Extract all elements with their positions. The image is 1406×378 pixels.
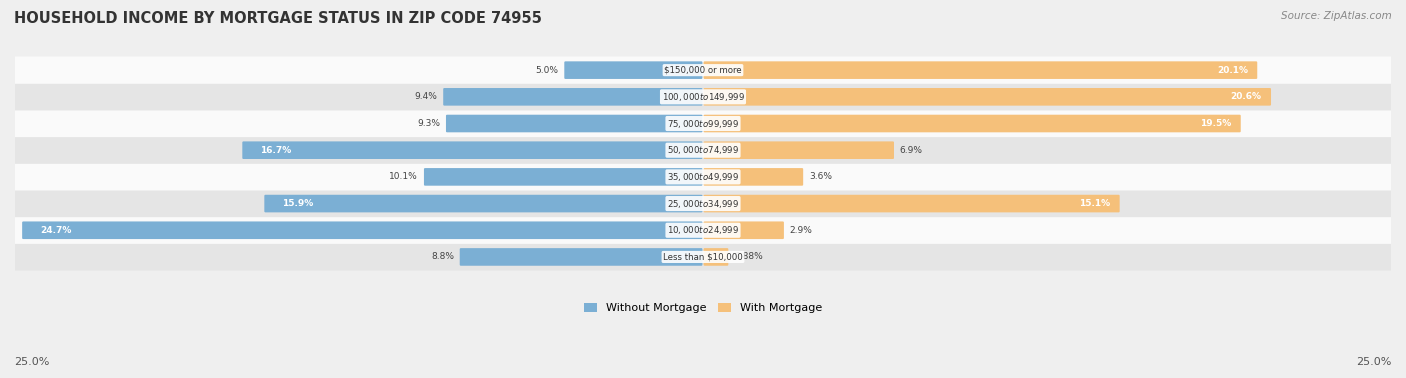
FancyBboxPatch shape [703, 88, 1271, 105]
FancyBboxPatch shape [446, 115, 703, 132]
Text: $100,000 to $149,999: $100,000 to $149,999 [661, 91, 745, 103]
Text: 16.7%: 16.7% [260, 146, 291, 155]
FancyBboxPatch shape [443, 88, 703, 105]
FancyBboxPatch shape [703, 222, 785, 239]
Text: HOUSEHOLD INCOME BY MORTGAGE STATUS IN ZIP CODE 74955: HOUSEHOLD INCOME BY MORTGAGE STATUS IN Z… [14, 11, 541, 26]
Text: Source: ZipAtlas.com: Source: ZipAtlas.com [1281, 11, 1392, 21]
Legend: Without Mortgage, With Mortgage: Without Mortgage, With Mortgage [579, 298, 827, 318]
FancyBboxPatch shape [242, 141, 703, 159]
FancyBboxPatch shape [703, 141, 894, 159]
FancyBboxPatch shape [22, 222, 703, 239]
Text: $50,000 to $74,999: $50,000 to $74,999 [666, 144, 740, 156]
FancyBboxPatch shape [14, 136, 1392, 164]
Text: 25.0%: 25.0% [1357, 357, 1392, 367]
Text: 6.9%: 6.9% [900, 146, 922, 155]
FancyBboxPatch shape [14, 57, 1392, 84]
Text: Less than $10,000: Less than $10,000 [664, 253, 742, 262]
Text: 0.88%: 0.88% [734, 253, 763, 262]
FancyBboxPatch shape [703, 61, 1257, 79]
FancyBboxPatch shape [425, 168, 703, 186]
Text: $75,000 to $99,999: $75,000 to $99,999 [666, 118, 740, 130]
FancyBboxPatch shape [703, 195, 1119, 212]
Text: 24.7%: 24.7% [39, 226, 72, 235]
Text: 10.1%: 10.1% [389, 172, 418, 181]
FancyBboxPatch shape [14, 163, 1392, 191]
FancyBboxPatch shape [564, 61, 703, 79]
Text: 25.0%: 25.0% [14, 357, 49, 367]
Text: 8.8%: 8.8% [432, 253, 454, 262]
FancyBboxPatch shape [14, 243, 1392, 271]
Text: 9.4%: 9.4% [415, 92, 437, 101]
FancyBboxPatch shape [460, 248, 703, 266]
Text: 9.3%: 9.3% [418, 119, 440, 128]
Text: 20.1%: 20.1% [1218, 66, 1249, 74]
FancyBboxPatch shape [14, 83, 1392, 110]
Text: 19.5%: 19.5% [1201, 119, 1232, 128]
Text: 2.9%: 2.9% [790, 226, 813, 235]
Text: $35,000 to $49,999: $35,000 to $49,999 [666, 171, 740, 183]
Text: 20.6%: 20.6% [1230, 92, 1261, 101]
Text: $150,000 or more: $150,000 or more [664, 66, 742, 74]
Text: $10,000 to $24,999: $10,000 to $24,999 [666, 224, 740, 236]
Text: 15.1%: 15.1% [1080, 199, 1111, 208]
FancyBboxPatch shape [703, 115, 1240, 132]
FancyBboxPatch shape [703, 248, 728, 266]
FancyBboxPatch shape [14, 110, 1392, 137]
Text: 3.6%: 3.6% [808, 172, 832, 181]
Text: 15.9%: 15.9% [283, 199, 314, 208]
FancyBboxPatch shape [14, 190, 1392, 217]
Text: 5.0%: 5.0% [536, 66, 558, 74]
Text: $25,000 to $34,999: $25,000 to $34,999 [666, 198, 740, 209]
FancyBboxPatch shape [264, 195, 703, 212]
FancyBboxPatch shape [14, 217, 1392, 244]
FancyBboxPatch shape [703, 168, 803, 186]
